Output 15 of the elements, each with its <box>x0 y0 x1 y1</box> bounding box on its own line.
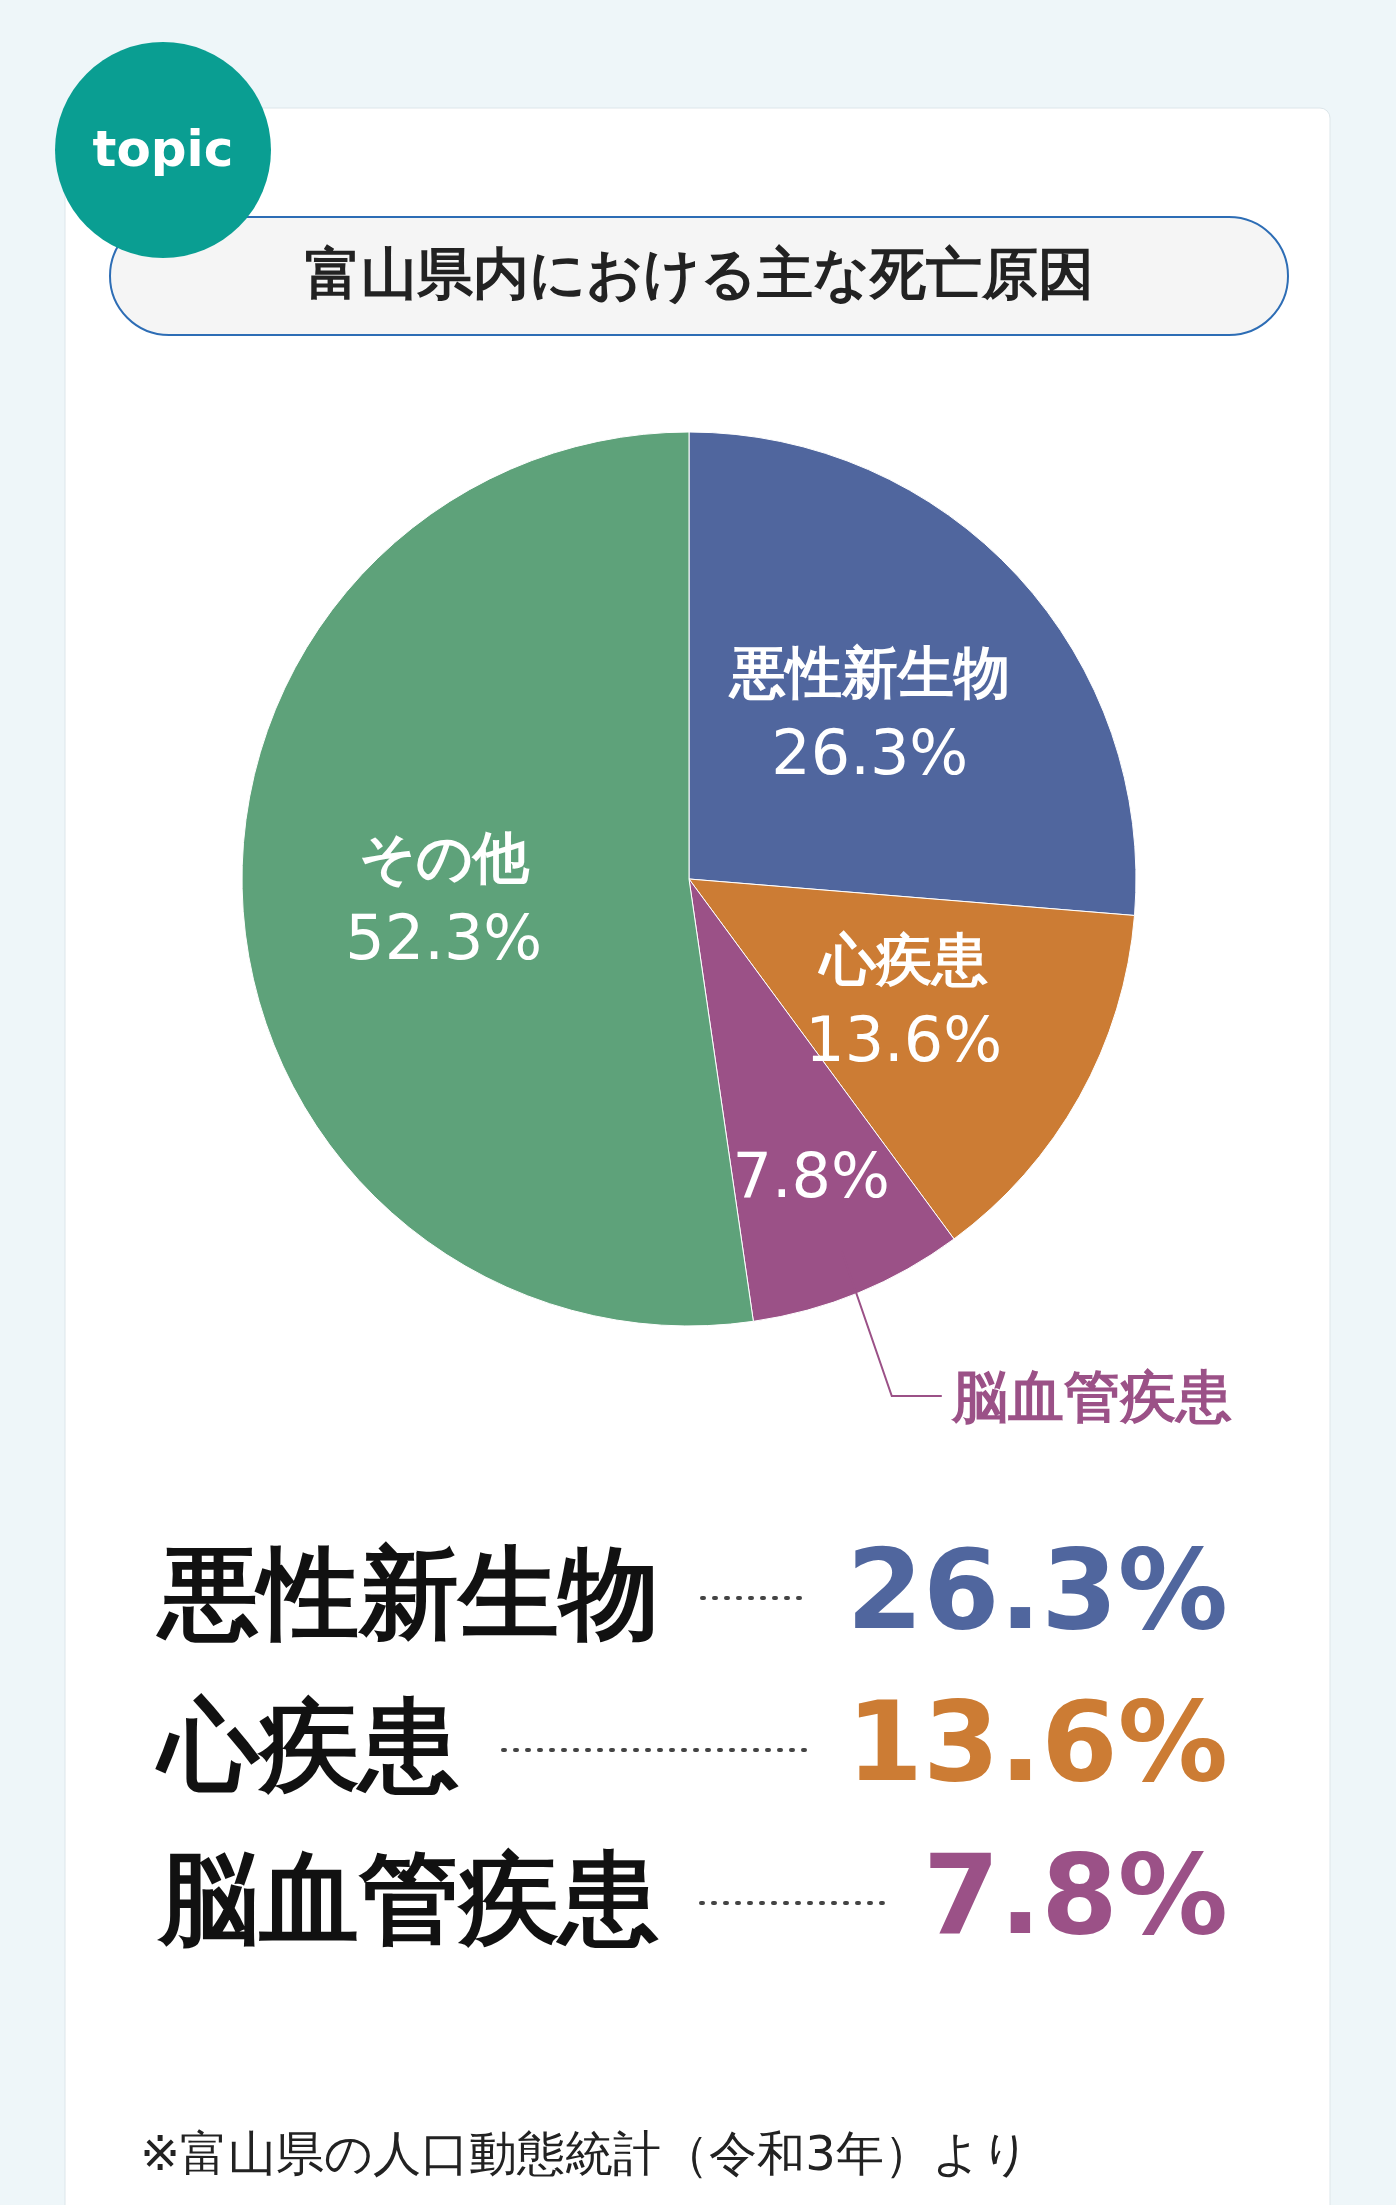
text: 13.6% <box>846 1678 1228 1806</box>
text: topic <box>92 120 234 178</box>
data-label: 13.6% <box>805 1002 1003 1076</box>
text: ※富山県の人口動態統計（令和3年）より <box>140 2125 1030 2181</box>
slice-label: 悪性新生物 <box>727 640 1010 706</box>
text: 7.8% <box>922 1831 1228 1959</box>
data-label: 26.3% <box>771 716 969 790</box>
data-label: 52.3% <box>345 900 543 974</box>
text: 26.3% <box>846 1526 1228 1654</box>
category-label: 脳血管疾患 <box>159 1840 659 1957</box>
chart-title: 富山県内における主な死亡原因 <box>304 241 1094 306</box>
slice-label: 心疾患 <box>816 926 988 992</box>
slice-label: 脳血管疾患 <box>949 1364 1232 1429</box>
data-label: 7.8% <box>732 1138 890 1212</box>
slice-label: その他 <box>358 824 530 890</box>
